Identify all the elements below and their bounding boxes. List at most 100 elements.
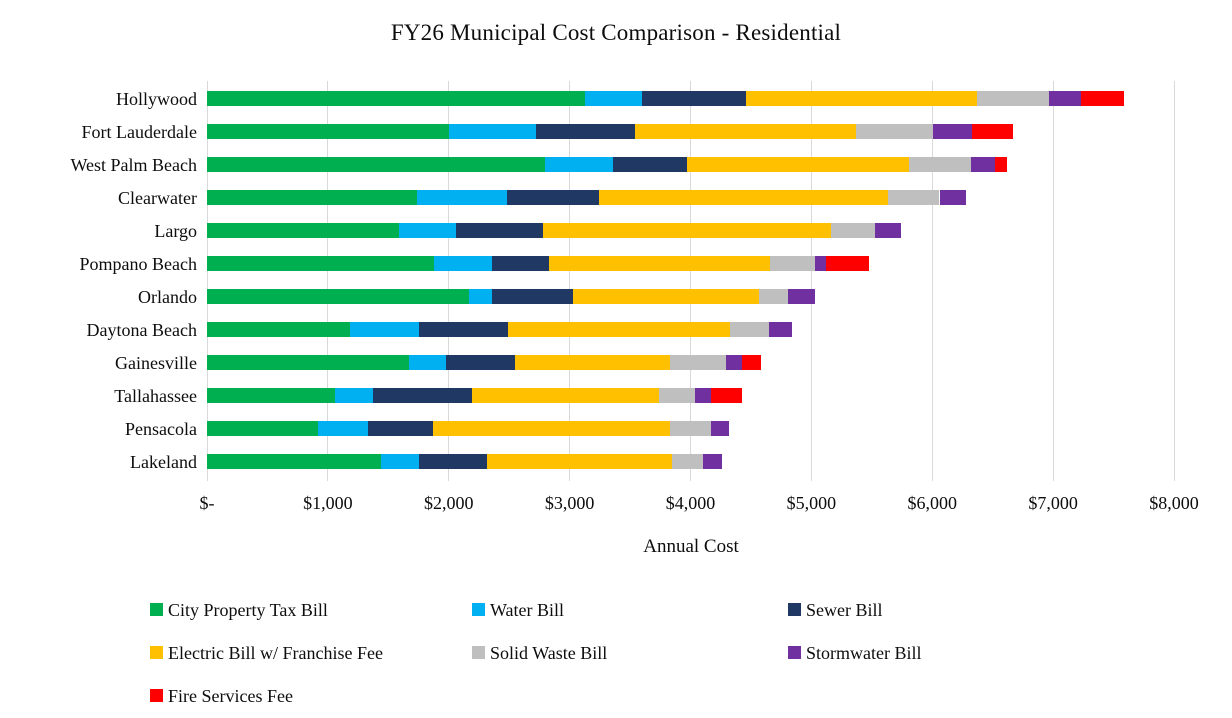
gridline-7000 (1052, 81, 1054, 481)
legend-swatch-icon (150, 688, 163, 702)
legend-swatch-icon (788, 602, 801, 616)
legend-item-stormwater-bill: Stormwater Bill (788, 643, 922, 665)
category-label-clearwater: Clearwater (118, 187, 197, 208)
bar-segment-electric-bill-w-franchise-fee (471, 388, 660, 403)
bar-segment-electric-bill-w-franchise-fee (573, 289, 760, 304)
bar-segment-stormwater-bill (970, 157, 996, 172)
bar-segment-solid-waste-bill (759, 289, 789, 304)
category-label-pensacola: Pensacola (125, 418, 197, 439)
bar-segment-fire-services-fee (711, 388, 743, 403)
legend-swatch-icon (150, 645, 163, 659)
category-label-tallahassee: Tallahassee (114, 385, 197, 406)
bar-segment-solid-waste-bill (887, 190, 940, 205)
gridline-2000 (448, 81, 450, 481)
legend-label: Sewer Bill (806, 600, 883, 620)
legend-label: Solid Waste Bill (490, 643, 608, 663)
bar-segment-water-bill (381, 454, 419, 469)
legend-item-fire-services-fee: Fire Services Fee (150, 686, 293, 708)
legend-swatch-icon (472, 645, 485, 659)
category-label-orlando: Orlando (138, 286, 197, 307)
chart-title: FY26 Municipal Cost Comparison - Residen… (390, 20, 842, 45)
bar-segment-city-property-tax-bill (207, 91, 586, 106)
gridline-6000 (931, 81, 933, 481)
bar-segment-sewer-bill (642, 91, 747, 106)
bar-segment-fire-services-fee (742, 355, 761, 370)
bar-segment-city-property-tax-bill (207, 157, 546, 172)
x-tick-label: $7,000 (1028, 493, 1078, 513)
category-label-gainesville: Gainesville (115, 352, 197, 373)
bar-segment-sewer-bill (456, 223, 544, 238)
category-label-lakeland: Lakeland (130, 451, 197, 472)
bar-segment-stormwater-bill (815, 256, 826, 271)
bar-segment-solid-waste-bill (730, 322, 770, 337)
bar-segment-stormwater-bill (725, 355, 743, 370)
x-tick-label: $- (199, 493, 215, 513)
bar-segment-water-bill (434, 256, 493, 271)
bar-segment-city-property-tax-bill (207, 190, 418, 205)
bar-segment-solid-waste-bill (669, 421, 712, 436)
legend-label: City Property Tax Bill (168, 600, 328, 620)
bar-segment-water-bill (318, 421, 368, 436)
x-axis-title: Annual Cost (643, 536, 739, 557)
legend-label: Fire Services Fee (168, 686, 293, 706)
bar-segment-electric-bill-w-franchise-fee (549, 256, 771, 271)
bar-segment-city-property-tax-bill (207, 355, 409, 370)
bar-segment-stormwater-bill (939, 190, 967, 205)
x-tick-label: $8,000 (1149, 493, 1199, 513)
bar-segment-water-bill (545, 157, 614, 172)
bar-segment-water-bill (469, 289, 493, 304)
category-label-hollywood: Hollywood (116, 88, 197, 109)
bar-segment-city-property-tax-bill (207, 124, 449, 139)
bar-segment-electric-bill-w-franchise-fee (507, 322, 731, 337)
bar-segment-electric-bill-w-franchise-fee (433, 421, 670, 436)
gridline-4000 (690, 81, 691, 481)
gridline-8000 (1173, 81, 1175, 481)
category-label-fort-lauderdale: Fort Lauderdale (81, 121, 197, 142)
gridline-5000 (810, 81, 812, 481)
bar-segment-solid-waste-bill (830, 223, 876, 238)
legend-item-city-property-tax-bill: City Property Tax Bill (150, 600, 328, 622)
gridline-0 (206, 81, 208, 481)
bar-segment-sewer-bill (506, 190, 599, 205)
bar-segment-solid-waste-bill (672, 454, 703, 469)
legend-label: Electric Bill w/ Franchise Fee (168, 643, 383, 663)
legend-item-sewer-bill: Sewer Bill (788, 600, 883, 622)
bar-segment-water-bill (335, 388, 373, 403)
bar-segment-sewer-bill (492, 289, 574, 304)
bar-segment-water-bill (349, 322, 419, 337)
bar-segment-sewer-bill (367, 421, 434, 436)
bar-segment-stormwater-bill (769, 322, 793, 337)
bar-segment-city-property-tax-bill (207, 289, 470, 304)
x-tick-label: $6,000 (907, 493, 958, 513)
bar-segment-city-property-tax-bill (207, 454, 382, 469)
category-label-daytona-beach: Daytona Beach (86, 319, 197, 340)
bar-segment-electric-bill-w-franchise-fee (487, 454, 673, 469)
x-tick-label: $1,000 (303, 493, 353, 513)
category-label-pompano-beach: Pompano Beach (79, 253, 197, 274)
legend-label: Stormwater Bill (806, 643, 922, 663)
legend-item-water-bill: Water Bill (472, 600, 564, 622)
bar-segment-stormwater-bill (933, 124, 973, 139)
bar-segment-electric-bill-w-franchise-fee (598, 190, 888, 205)
bar-segment-solid-waste-bill (909, 157, 971, 172)
gridline-1000 (327, 81, 329, 481)
legend-label: Water Bill (490, 600, 565, 620)
bar-segment-city-property-tax-bill (207, 256, 435, 271)
bar-segment-sewer-bill (446, 355, 516, 370)
bar-segment-solid-waste-bill (659, 388, 696, 403)
category-label-largo: Largo (154, 220, 197, 241)
x-tick-label: $5,000 (786, 493, 837, 513)
bar-segment-solid-waste-bill (976, 91, 1050, 106)
bar-segment-city-property-tax-bill (207, 421, 319, 436)
bar-segment-fire-services-fee (825, 256, 870, 271)
bar-segment-sewer-bill (535, 124, 635, 139)
bar-segment-city-property-tax-bill (207, 322, 350, 337)
bar-segment-solid-waste-bill (770, 256, 815, 271)
bar-segment-stormwater-bill (711, 421, 730, 436)
legend-swatch-icon (472, 602, 485, 616)
bar-segment-water-bill (448, 124, 536, 139)
bar-segment-sewer-bill (492, 256, 550, 271)
x-tick-label: $3,000 (544, 493, 595, 513)
bar-segment-electric-bill-w-franchise-fee (686, 157, 910, 172)
